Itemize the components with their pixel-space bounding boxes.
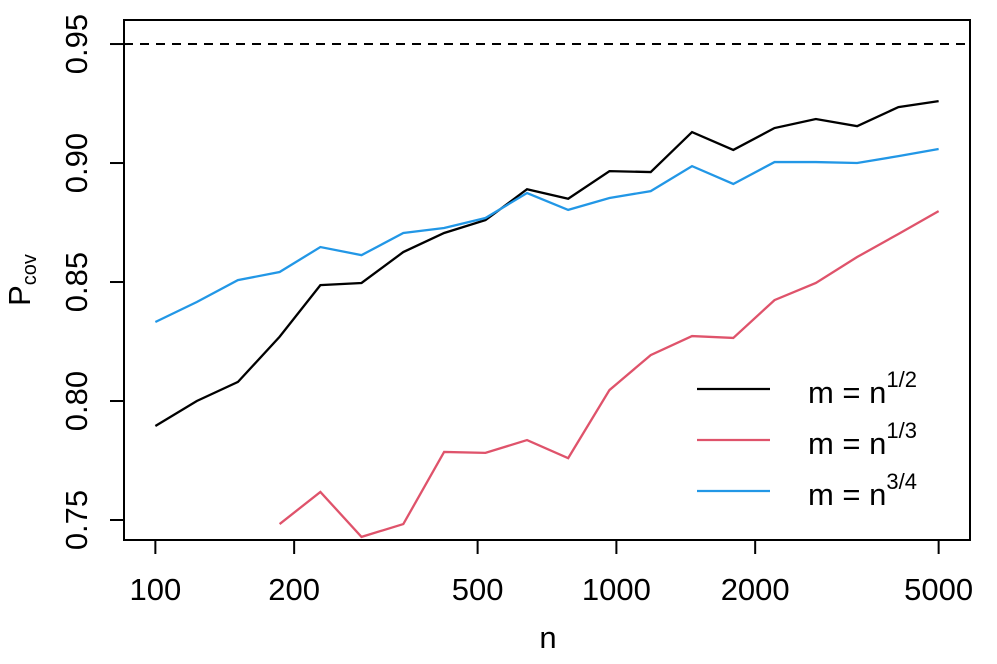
y-tick-label: 0.80: [59, 371, 94, 431]
series-line: [154, 100, 939, 427]
plot-area: [154, 100, 940, 539]
x-axis-label: n: [539, 620, 556, 655]
series-line: [154, 147, 939, 324]
x-tick-label: 200: [268, 572, 320, 607]
legend-label-exponent: 3/4: [886, 469, 917, 494]
legend-label-exponent: 1/2: [886, 367, 917, 392]
y-axis-label-sub: cov: [19, 254, 41, 285]
plot-box: [123, 19, 971, 541]
y-tick-label: 0.85: [59, 252, 94, 312]
y-tick-label: 0.95: [59, 14, 94, 74]
legend-label: m = n1/3: [808, 418, 917, 461]
x-tick-label: 100: [129, 572, 181, 607]
x-tick-label: 1000: [582, 572, 651, 607]
series-line: [278, 210, 940, 539]
y-axis-label: Pcov: [2, 254, 41, 306]
legend-label-exponent: 1/3: [886, 418, 917, 443]
legend-label-base: m = n: [808, 375, 886, 410]
x-tick-label: 500: [452, 572, 504, 607]
y-axis-label-main: P: [2, 285, 37, 306]
legend-label-base: m = n: [808, 426, 886, 461]
x-tick-label: 5000: [904, 572, 973, 607]
legend-label-base: m = n: [808, 477, 886, 512]
legend-label: m = n1/2: [808, 367, 917, 410]
y-tick-label: 0.90: [59, 133, 94, 193]
y-tick-label: 0.75: [59, 490, 94, 550]
x-tick-label: 2000: [721, 572, 790, 607]
legend-label: m = n3/4: [808, 469, 917, 512]
